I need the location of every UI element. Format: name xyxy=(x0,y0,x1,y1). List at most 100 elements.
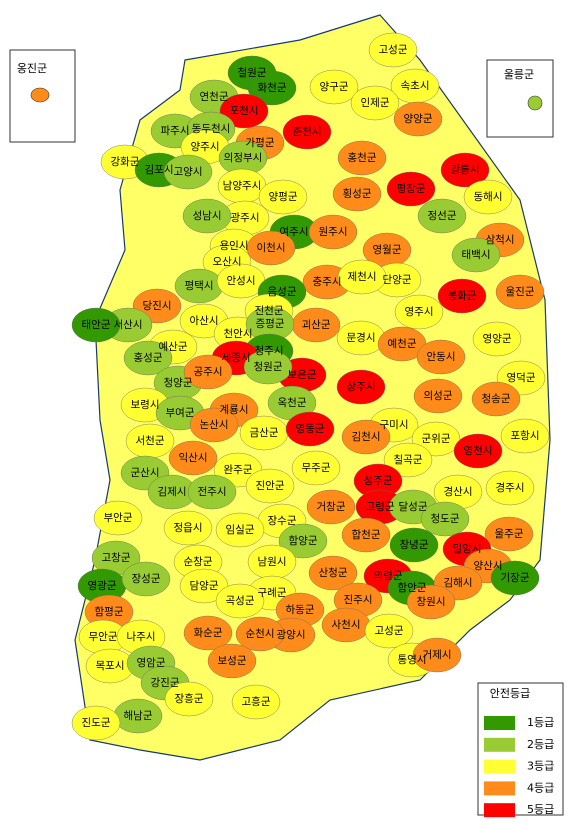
region-label: 아산시 xyxy=(190,315,219,327)
region-label: 김해시 xyxy=(444,576,473,589)
region-label: 세종시 xyxy=(222,352,251,364)
region-label: 화순군 xyxy=(194,627,223,639)
region-label: 순창군 xyxy=(184,556,213,568)
region-label: 원주시 xyxy=(319,226,348,238)
region xyxy=(291,450,341,486)
region-label: 영월군 xyxy=(373,244,402,256)
region-label: 가평군 xyxy=(246,137,275,149)
region xyxy=(350,85,400,121)
region-label: 성남시 xyxy=(193,210,222,222)
region-label: 포천시 xyxy=(230,105,259,117)
region-label: 산청군 xyxy=(319,567,348,579)
region xyxy=(383,442,433,478)
region-label: 예천군 xyxy=(388,337,417,350)
region-label: 장수군 xyxy=(268,515,297,527)
region-label: 장흥군 xyxy=(175,692,204,705)
region xyxy=(308,555,358,591)
region-label: 괴산군 xyxy=(302,319,331,331)
region-label: 함양군 xyxy=(289,535,318,547)
region-label: 군위군 xyxy=(422,432,451,445)
region xyxy=(341,419,391,455)
region-label: 평택시 xyxy=(185,280,214,292)
region xyxy=(337,259,387,295)
region-label: 동두천시 xyxy=(192,123,231,135)
region xyxy=(472,321,522,357)
region-label: 영광군 xyxy=(88,580,117,592)
region xyxy=(121,561,171,597)
region-label: 문경시 xyxy=(347,331,376,344)
region xyxy=(364,613,414,649)
region xyxy=(440,152,490,188)
region xyxy=(332,176,382,212)
legend-label: 1등급 xyxy=(527,716,554,729)
region xyxy=(215,583,265,619)
region xyxy=(285,411,335,447)
region-label: 김제시 xyxy=(158,486,187,498)
region-label: 사천시 xyxy=(332,619,361,631)
region-label: 증평군 xyxy=(256,318,285,330)
region xyxy=(163,154,213,190)
region-label: 예산군 xyxy=(159,340,188,353)
region-label: 고흥군 xyxy=(242,695,271,708)
region-label: 의정부시 xyxy=(224,152,263,164)
region xyxy=(386,171,436,207)
region xyxy=(93,500,143,536)
region xyxy=(416,339,466,375)
region-label: 봉화군 xyxy=(448,290,477,302)
region xyxy=(412,637,462,673)
region xyxy=(231,684,281,720)
region-label: 계룡시 xyxy=(220,404,249,416)
region xyxy=(187,474,237,510)
region xyxy=(207,643,257,679)
region xyxy=(71,307,121,343)
region-label: 고성군 xyxy=(379,44,408,56)
legend-label: 4등급 xyxy=(527,781,554,794)
region-label: 성주군 xyxy=(364,475,393,487)
legend-title: 안전등급 xyxy=(490,687,530,700)
region xyxy=(394,294,444,330)
region-label: 창녕군 xyxy=(400,539,429,551)
region-label: 영천시 xyxy=(464,445,493,457)
region-label: 삼척시 xyxy=(486,234,515,246)
region-label: 장성군 xyxy=(132,573,161,585)
region xyxy=(243,349,293,385)
region-label: 익산시 xyxy=(179,452,208,464)
region xyxy=(183,615,233,651)
region xyxy=(71,705,121,741)
region-label: 고성군 xyxy=(375,625,404,637)
region xyxy=(278,523,328,559)
region-label: 천안시 xyxy=(224,328,253,340)
region-label: 영양군 xyxy=(483,333,512,345)
region-label: 광주시 xyxy=(231,212,260,224)
region-label: 청도군 xyxy=(431,513,460,525)
region-label: 울진군 xyxy=(506,286,535,298)
region xyxy=(163,510,213,546)
inset-label: 옹진군 xyxy=(17,62,47,75)
region xyxy=(471,381,521,417)
region xyxy=(406,584,456,620)
region-label: 무주군 xyxy=(302,462,331,474)
region xyxy=(183,354,233,390)
region xyxy=(247,70,297,106)
region xyxy=(490,560,540,596)
region-label: 옥천군 xyxy=(278,397,307,409)
region xyxy=(453,433,503,469)
region xyxy=(463,179,513,215)
region-label: 구미시 xyxy=(380,419,409,431)
region-label: 논산시 xyxy=(200,419,229,431)
region-label: 울주군 xyxy=(495,528,524,540)
region-label: 용인시 xyxy=(220,240,249,252)
region-label: 강진군 xyxy=(151,677,180,689)
region-label: 충주시 xyxy=(313,276,342,288)
region-label: 동해시 xyxy=(474,190,503,203)
region xyxy=(182,198,232,234)
region-label: 부안군 xyxy=(104,512,133,524)
legend-label: 3등급 xyxy=(527,760,554,773)
insets: 옹진군 울릉군 xyxy=(17,62,543,111)
region-label: 양구군 xyxy=(320,81,349,93)
region-label: 군산시 xyxy=(131,467,160,479)
region-label: 칠곡군 xyxy=(394,454,423,466)
region-label: 경산시 xyxy=(444,485,473,498)
region-label: 경주시 xyxy=(496,481,525,494)
